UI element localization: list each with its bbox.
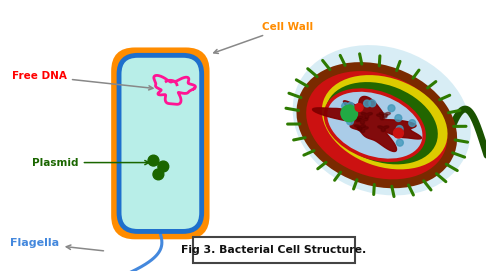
Circle shape: [355, 103, 363, 111]
Circle shape: [394, 128, 403, 138]
Ellipse shape: [326, 90, 424, 160]
Polygon shape: [371, 121, 382, 127]
Circle shape: [395, 115, 402, 121]
Ellipse shape: [326, 82, 438, 164]
Circle shape: [364, 100, 370, 107]
Polygon shape: [312, 96, 421, 152]
Polygon shape: [357, 116, 368, 122]
Polygon shape: [368, 126, 379, 132]
Circle shape: [342, 103, 348, 109]
Ellipse shape: [293, 45, 471, 195]
Circle shape: [347, 118, 353, 125]
FancyBboxPatch shape: [119, 55, 202, 232]
Circle shape: [158, 161, 169, 172]
Circle shape: [397, 139, 403, 146]
Ellipse shape: [296, 62, 457, 188]
Circle shape: [409, 120, 416, 127]
Circle shape: [388, 105, 395, 112]
Circle shape: [153, 169, 164, 180]
Polygon shape: [368, 114, 379, 120]
Circle shape: [396, 126, 403, 132]
Circle shape: [148, 155, 159, 166]
Text: Fig 3. Bacterial Cell Structure.: Fig 3. Bacterial Cell Structure.: [181, 245, 366, 255]
Circle shape: [341, 105, 357, 121]
Polygon shape: [354, 124, 365, 130]
Circle shape: [347, 102, 354, 109]
Text: Free DNA: Free DNA: [12, 71, 153, 90]
Polygon shape: [379, 120, 390, 125]
Text: Plasmid: Plasmid: [32, 158, 149, 168]
Ellipse shape: [306, 71, 448, 179]
Ellipse shape: [322, 75, 448, 169]
Polygon shape: [369, 125, 380, 130]
Circle shape: [369, 100, 376, 107]
FancyBboxPatch shape: [193, 237, 355, 263]
Polygon shape: [370, 120, 382, 126]
Text: Flagella: Flagella: [10, 238, 104, 251]
FancyBboxPatch shape: [111, 48, 209, 239]
Text: Cell Wall: Cell Wall: [214, 22, 313, 54]
